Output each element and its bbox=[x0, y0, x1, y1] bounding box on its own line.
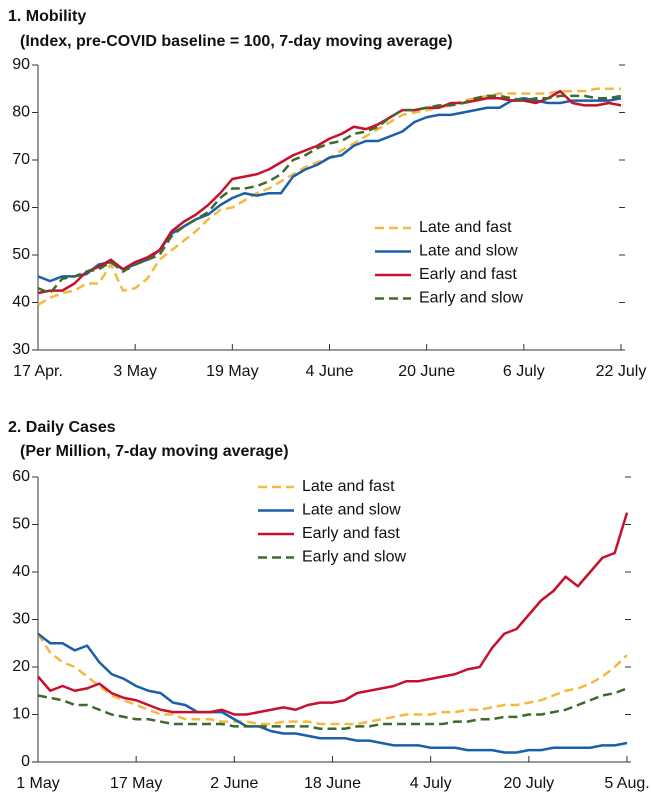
x-tick-label: 6 July bbox=[503, 363, 545, 380]
series-line bbox=[37, 94, 622, 295]
legend-label: Early and slow bbox=[302, 549, 406, 566]
x-tick-label: 1 May bbox=[16, 775, 60, 792]
legend-label: Late and fast bbox=[419, 219, 512, 236]
series-line bbox=[37, 89, 622, 295]
legend-label: Early and fast bbox=[419, 266, 517, 283]
series-line bbox=[37, 97, 622, 283]
series-line bbox=[37, 632, 628, 754]
chart-subtitle: (Per Million, 7-day moving average) bbox=[20, 443, 289, 460]
legend-label: Early and fast bbox=[302, 525, 400, 542]
y-tick-label: 30 bbox=[12, 611, 30, 628]
legend-label: Late and slow bbox=[419, 243, 518, 260]
series-line bbox=[36, 633, 628, 726]
legend-label: Late and fast bbox=[302, 478, 395, 495]
y-tick-label: 10 bbox=[12, 706, 30, 723]
y-tick-label: 70 bbox=[12, 151, 30, 168]
chart-title: 2. Daily Cases bbox=[8, 419, 116, 436]
series-line bbox=[37, 87, 621, 306]
x-tick-label: 3 May bbox=[113, 363, 157, 380]
y-tick-label: 30 bbox=[12, 341, 30, 358]
x-tick-label: 4 June bbox=[305, 363, 353, 380]
y-tick-label: 20 bbox=[12, 658, 30, 675]
x-tick-label: 20 July bbox=[503, 775, 554, 792]
x-tick-label: 22 July bbox=[596, 363, 647, 380]
y-tick-label: 60 bbox=[12, 199, 30, 216]
y-tick-label: 50 bbox=[12, 246, 30, 263]
x-tick-label: 5 Aug. bbox=[604, 775, 649, 792]
x-tick-label: 17 Apr. bbox=[13, 363, 63, 380]
y-tick-label: 40 bbox=[12, 294, 30, 311]
chart-subtitle: (Index, pre-COVID baseline = 100, 7-day … bbox=[20, 33, 453, 50]
series-line bbox=[37, 512, 629, 716]
x-tick-label: 4 July bbox=[410, 775, 452, 792]
x-tick-label: 17 May bbox=[110, 775, 162, 792]
y-tick-label: 60 bbox=[12, 468, 30, 485]
y-tick-label: 40 bbox=[12, 563, 30, 580]
y-tick-label: 0 bbox=[21, 753, 30, 770]
x-tick-label: 18 June bbox=[304, 775, 361, 792]
x-tick-label: 2 June bbox=[210, 775, 258, 792]
x-tick-label: 20 June bbox=[398, 363, 455, 380]
y-tick-label: 80 bbox=[12, 104, 30, 121]
legend-label: Late and slow bbox=[302, 502, 401, 519]
legend-label: Early and slow bbox=[419, 290, 523, 307]
y-tick-label: 90 bbox=[12, 56, 30, 73]
y-tick-label: 50 bbox=[12, 516, 30, 533]
series-line bbox=[37, 687, 628, 730]
chart-title: 1. Mobility bbox=[8, 8, 86, 25]
x-tick-label: 19 May bbox=[206, 363, 258, 380]
